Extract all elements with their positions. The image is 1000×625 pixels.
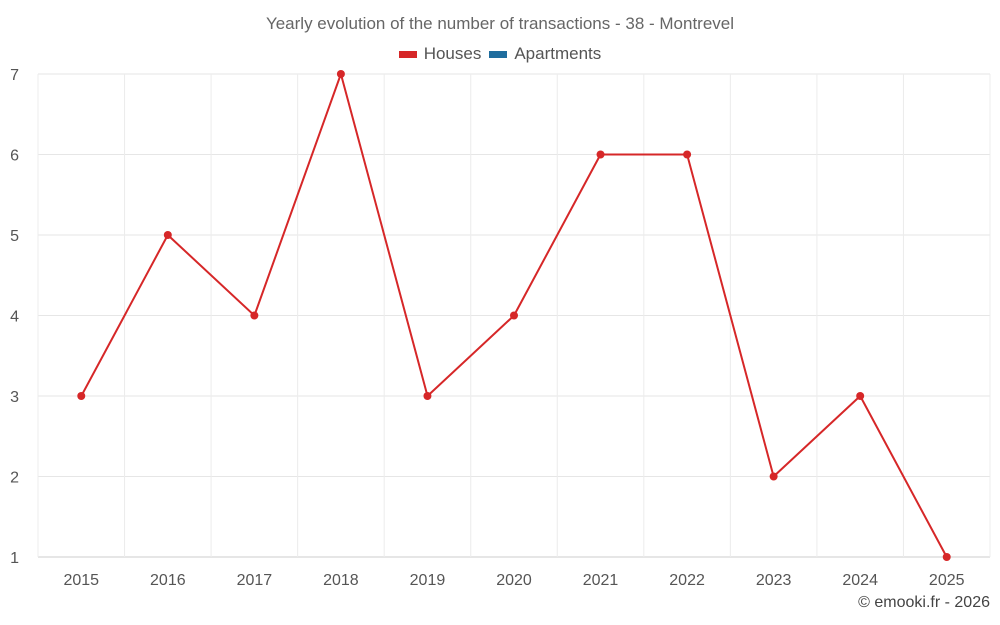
x-tick-label: 2021 <box>583 572 619 589</box>
data-point-houses-2024 <box>856 392 865 400</box>
data-point-houses-2018 <box>336 70 345 78</box>
x-tick-label: 2019 <box>410 572 446 589</box>
x-tick-label: 2024 <box>842 572 878 589</box>
legend-swatch-apartments <box>489 50 508 58</box>
data-point-houses-2022 <box>683 150 692 159</box>
copyright-credit: © emooki.fr - 2026 <box>858 594 990 611</box>
data-point-houses-2019 <box>423 392 432 400</box>
data-point-houses-2023 <box>769 472 778 481</box>
data-point-houses-2017 <box>250 311 259 320</box>
x-tick-label: 2020 <box>496 572 532 589</box>
data-point-houses-2021 <box>596 150 605 159</box>
x-tick-label: 2023 <box>756 572 792 589</box>
data-point-houses-2016 <box>163 231 172 239</box>
chart-title: Yearly evolution of the number of transa… <box>265 14 735 33</box>
legend-label-apartments: Apartments <box>514 44 602 63</box>
data-point-houses-2015 <box>77 392 86 400</box>
x-tick-label: 2016 <box>150 572 186 589</box>
y-tick-label: 5 <box>10 228 19 245</box>
x-tick-label: 2015 <box>63 572 99 589</box>
y-tick-label: 3 <box>10 389 19 406</box>
y-tick-label: 2 <box>10 470 19 487</box>
x-tick-label: 2022 <box>669 572 705 589</box>
legend-label-houses: Houses <box>423 44 482 63</box>
x-tick-label: 2017 <box>237 572 273 589</box>
legend: Houses Apartments <box>0 44 1000 64</box>
legend-item-apartments[interactable]: Apartments <box>489 44 601 64</box>
legend-item-houses[interactable]: Houses <box>398 44 482 64</box>
data-point-houses-2020 <box>510 311 518 320</box>
y-tick-label: 6 <box>10 148 19 165</box>
legend-swatch-houses <box>398 50 417 58</box>
y-tick-label: 7 <box>10 67 19 84</box>
y-tick-label: 1 <box>10 550 19 567</box>
data-point-houses-2025 <box>942 553 951 561</box>
y-tick-label: 4 <box>10 309 19 326</box>
x-tick-label: 2025 <box>929 572 965 589</box>
x-tick-label: 2018 <box>323 572 359 589</box>
